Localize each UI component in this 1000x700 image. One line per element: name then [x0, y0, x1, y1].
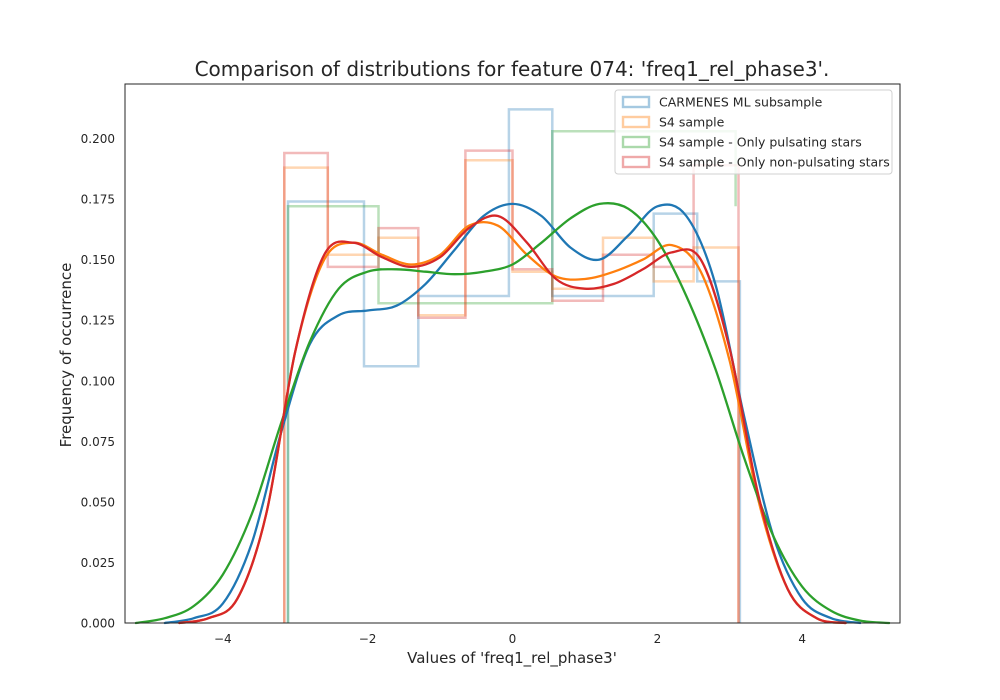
legend-swatch	[621, 115, 651, 129]
y-tick-label: 0.125	[81, 314, 115, 328]
histogram-series-0	[286, 108, 742, 623]
x-axis-label: Values of 'freq1_rel_phase3'	[407, 649, 617, 668]
chart-title: Comparison of distributions for feature …	[195, 57, 830, 81]
y-tick-label: 0.000	[81, 617, 115, 631]
y-tick-label: 0.100	[81, 374, 115, 388]
legend-label: S4 sample	[659, 115, 725, 130]
y-axis-label: Frequency of occurrence	[57, 263, 75, 448]
legend-swatch	[621, 135, 651, 149]
x-tick-label: −2	[359, 632, 377, 646]
plot-area	[134, 108, 891, 625]
legend-label: S4 sample - Only pulsating stars	[659, 135, 862, 150]
y-tick-label: 0.150	[81, 253, 115, 267]
legend: CARMENES ML subsample S4 sample S4 sample …	[614, 89, 893, 175]
y-tick-label: 0.025	[81, 556, 115, 570]
histogram-series-1	[283, 159, 740, 623]
y-axis-ticks: 0.000 0.025 0.050 0.075 0.100 0.125 0.150 0.175…	[81, 132, 115, 631]
legend-swatch	[621, 95, 651, 109]
legend-box	[614, 89, 893, 175]
y-tick-label: 0.075	[81, 435, 115, 449]
x-tick-label: 0	[509, 632, 517, 646]
legend-swatch	[621, 155, 651, 169]
legend-label: S4 sample - Only non-pulsating stars	[659, 155, 890, 170]
axes-frame	[124, 83, 901, 624]
y-tick-label: 0.175	[81, 193, 115, 207]
y-tick-label: 0.050	[81, 495, 115, 509]
kde-line-series-3	[178, 214, 847, 625]
x-axis-ticks: −4 −2 0 2 4	[214, 632, 806, 646]
histogram-series-3	[283, 149, 740, 623]
x-tick-label: 4	[798, 632, 806, 646]
y-tick-label: 0.200	[81, 132, 115, 146]
x-tick-label: −4	[214, 632, 232, 646]
x-tick-label: 2	[654, 632, 662, 646]
legend-label: CARMENES ML subsample	[659, 95, 823, 110]
